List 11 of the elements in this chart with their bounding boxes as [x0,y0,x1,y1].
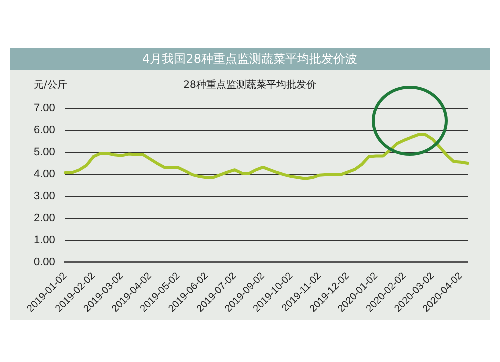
chart-subtitle: 28种重点监测蔬菜平均批发价 [184,80,316,91]
y-tick-label: 5.00 [34,146,56,159]
y-tick-label: 7.00 [34,102,56,115]
y-tick-label: 3.00 [34,190,56,202]
y-tick-label: 6.00 [34,124,56,137]
y-tick-label: 0.00 [34,256,56,268]
y-tick-label: 2.00 [34,212,56,224]
y-axis-title: 元/公斤 [34,78,68,92]
y-tick-label: 1.00 [34,234,56,246]
y-tick-label: 4.00 [34,168,56,181]
chart-title: 4月我国28种重点监测蔬菜平均批发价波 [10,48,490,70]
